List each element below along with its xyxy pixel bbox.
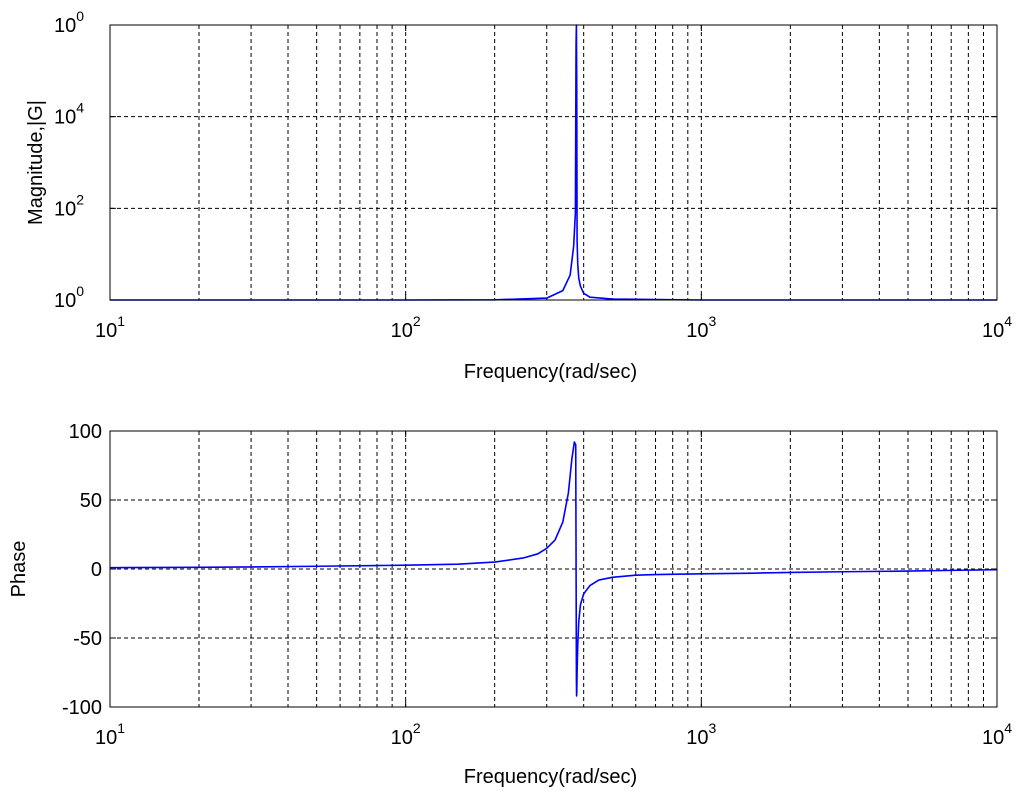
axes-box <box>109 24 998 301</box>
y-tick-label: 102 <box>54 191 84 220</box>
x-tick-label: 102 <box>391 720 421 749</box>
x-tick-label: 101 <box>95 313 125 342</box>
data-line <box>110 24 997 301</box>
x-tick-label: 102 <box>391 313 421 342</box>
plot-magnitude: 101 102 103 104 100 102 104 100 Frequency(rad/se… <box>25 8 1012 383</box>
x-tick-label: 101 <box>95 720 125 749</box>
y-axis-label: Phase <box>8 541 30 598</box>
y-tick-label: -100 <box>62 697 102 719</box>
y-tick-label: -50 <box>73 628 102 650</box>
y-tick-label: 50 <box>80 490 102 512</box>
y-tick-label: 100 <box>54 8 84 37</box>
x-axis-label: Frequency(rad/sec) <box>464 361 637 383</box>
y-axis-label: Magnitude,|G| <box>25 100 47 225</box>
x-tick-label: 104 <box>982 720 1012 749</box>
x-axis-label: Frequency(rad/sec) <box>464 766 637 788</box>
x-tick-label: 104 <box>982 313 1012 342</box>
y-tick-label: 0 <box>91 559 102 581</box>
x-tick-label: 103 <box>686 313 716 342</box>
y-tick-label: 100 <box>69 421 102 443</box>
data-line <box>109 441 998 697</box>
y-tick-label: 100 <box>54 283 84 312</box>
plot-phase: 101 102 103 104 -100 -50 0 50 100 Frequency(rad/s… <box>8 421 1012 788</box>
x-tick-label: 103 <box>686 720 716 749</box>
y-tick-label: 104 <box>54 100 84 129</box>
